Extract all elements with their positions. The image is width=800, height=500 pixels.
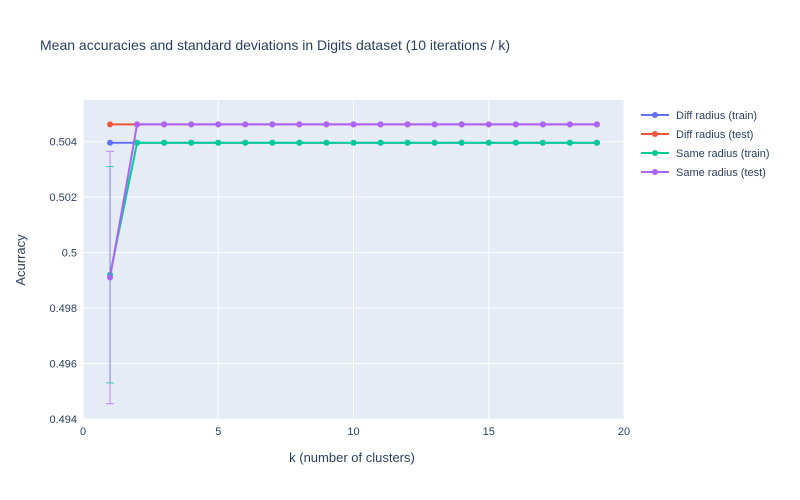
legend-label: Same radius (test) [676, 167, 766, 179]
data-point [593, 121, 600, 128]
legend-label: Diff radius (train) [676, 110, 757, 122]
y-tick-label: 0.498 [49, 303, 77, 315]
data-point [350, 121, 357, 128]
data-point [323, 139, 330, 146]
legend-swatch-marker [652, 169, 658, 175]
legend-swatch-marker [652, 112, 658, 118]
legend-label: Same radius (train) [676, 148, 770, 160]
data-point [269, 139, 276, 146]
legend-item[interactable]: Diff radius (train) [641, 110, 757, 122]
legend-swatch-marker [652, 131, 658, 137]
data-point [296, 121, 303, 128]
data-point [242, 139, 249, 146]
data-point [431, 121, 438, 128]
data-point [134, 139, 141, 146]
data-point [566, 139, 573, 146]
x-tick-label: 10 [347, 426, 359, 438]
data-point [458, 121, 465, 128]
data-point [323, 121, 330, 128]
data-point [593, 139, 600, 146]
data-point [161, 121, 168, 128]
y-tick-label: 0.502 [49, 192, 77, 204]
data-point [377, 121, 384, 128]
y-tick-label: 0.504 [49, 137, 77, 149]
legend-item[interactable]: Same radius (train) [641, 148, 770, 160]
data-point [431, 139, 438, 146]
data-point [107, 139, 114, 146]
x-tick-label: 20 [618, 426, 630, 438]
x-tick-label: 5 [215, 426, 221, 438]
x-tick-label: 0 [80, 426, 86, 438]
data-point [377, 139, 384, 146]
data-point [296, 139, 303, 146]
data-point [215, 139, 222, 146]
data-point [539, 121, 546, 128]
x-tick-label: 15 [483, 426, 495, 438]
series-3 [106, 121, 600, 405]
legend-label: Diff radius (test) [676, 129, 753, 141]
y-tick-label: 0.494 [49, 414, 77, 426]
y-tick-label: 0.5 [62, 248, 77, 260]
data-point [188, 121, 195, 128]
data-point [512, 139, 519, 146]
x-axis-ticks: 0 5 10 15 20 [80, 426, 630, 438]
legend-swatch-marker [652, 150, 658, 156]
data-point [107, 274, 114, 281]
data-point [404, 139, 411, 146]
data-point [242, 121, 249, 128]
y-tick-label: 0.496 [49, 359, 77, 371]
data-point [134, 121, 141, 128]
legend-item[interactable]: Diff radius (test) [641, 129, 753, 141]
data-point [458, 139, 465, 146]
data-point [161, 139, 168, 146]
chart-title: Mean accuracies and standard deviations … [40, 37, 510, 53]
data-point [215, 121, 222, 128]
legend[interactable]: Diff radius (train) Diff radius (test) Sam… [641, 110, 770, 179]
x-axis-title: k (number of clusters) [289, 450, 415, 465]
data-point [188, 139, 195, 146]
series-layer [106, 121, 600, 405]
data-point [269, 121, 276, 128]
data-point [512, 121, 519, 128]
data-point [404, 121, 411, 128]
data-point [107, 121, 114, 128]
data-point [350, 139, 357, 146]
data-point [566, 121, 573, 128]
data-point [485, 139, 492, 146]
y-axis-ticks: 0.494 0.496 0.498 0.5 0.502 0.504 [49, 137, 77, 426]
data-point [485, 121, 492, 128]
data-point [539, 139, 546, 146]
y-axis-title: Acurracy [13, 234, 28, 286]
legend-item[interactable]: Same radius (test) [641, 167, 766, 179]
